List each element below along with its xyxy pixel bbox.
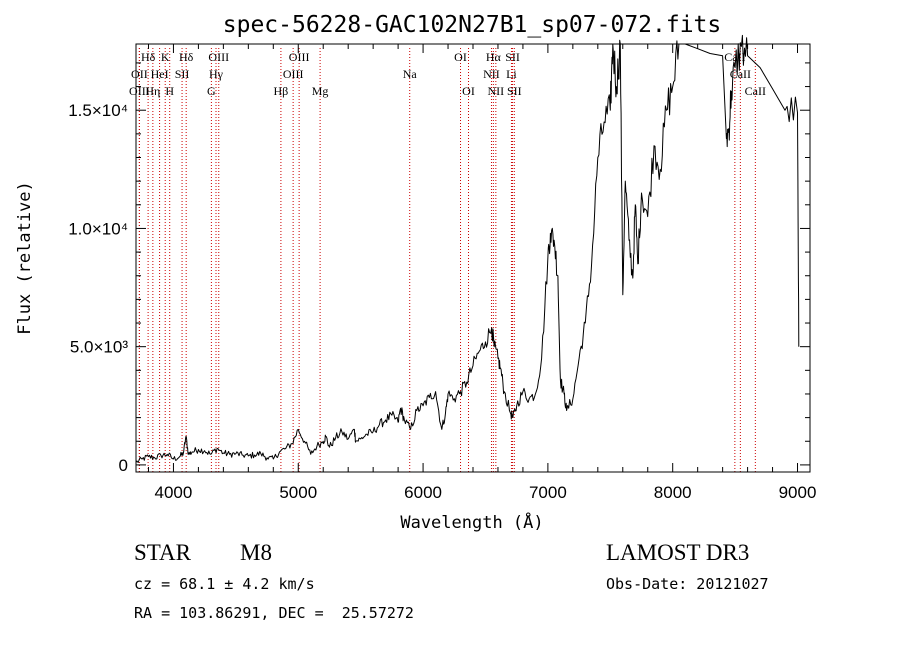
x-tick-label: 8000: [654, 483, 692, 502]
spectrum-series: [135, 34, 800, 463]
x-tick-label: 6000: [404, 483, 442, 502]
y-tick-label: 1.5×10⁴: [68, 101, 128, 120]
spectral-line-label: OIII: [283, 67, 304, 81]
spectral-line-label: OIII: [129, 84, 150, 98]
x-tick-label: 9000: [779, 483, 817, 502]
spectrum-line: [135, 34, 800, 463]
y-tick-label: 0: [119, 456, 128, 475]
x-tick-label: 4000: [155, 483, 193, 502]
x-axis-ticks: 4000 5000 6000 7000 8000 9000: [147, 44, 817, 502]
y-axis-label: Flux (relative): [15, 181, 35, 335]
spectral-line-label: G: [207, 84, 216, 98]
spectral-line-label: CaII: [724, 50, 745, 64]
spectral-line-label: Hα: [486, 50, 502, 64]
survey-name: LAMOST DR3: [606, 540, 750, 565]
spectral-line-label: NII: [488, 84, 505, 98]
spectral-line-label: H: [165, 84, 174, 98]
y-tick-label: 1.0×10⁴: [68, 219, 128, 238]
spectral-line-label: Hγ: [209, 67, 224, 81]
spectral-line-label: SII: [505, 50, 520, 64]
y-axis-ticks: 0 5.0×10³ 1.0×10⁴ 1.5×10⁴: [68, 62, 810, 475]
obs-date-readout: Obs-Date: 20121027: [606, 575, 769, 593]
spectral-line-label: OI: [462, 84, 475, 98]
spectral-line-label: OII: [131, 67, 148, 81]
spectral-line-label: Hβ: [274, 84, 289, 98]
spectral-line-label: Hδ: [179, 50, 194, 64]
spectral-line-label: Li: [506, 67, 517, 81]
x-axis-label: Wavelength (Å): [400, 511, 543, 533]
spectral-line-label: OI: [454, 50, 467, 64]
spectral-line-label: Na: [403, 67, 418, 81]
spectral-line-label: K: [161, 50, 170, 64]
spectral-line-label: SII: [507, 84, 522, 98]
spectral-line-label: SII: [175, 67, 190, 81]
spectral-line-label: HeI: [151, 67, 169, 81]
spectral-line-label: Mg: [312, 84, 329, 98]
object-subclass: M8: [240, 540, 272, 565]
spectral-line-label: CaII: [745, 84, 766, 98]
object-class: STAR: [134, 540, 191, 565]
y-tick-label: 5.0×10³: [70, 338, 128, 357]
plot-frame: [135, 43, 811, 473]
coordinates-readout: RA = 103.86291, DEC = 25.57272: [134, 604, 414, 622]
spectral-line-label: Hδ: [141, 50, 156, 64]
spectral-line-label: NII: [483, 67, 500, 81]
spectral-line-label: OIII: [289, 50, 310, 64]
x-tick-label: 7000: [529, 483, 567, 502]
redshift-readout: cz = 68.1 ± 4.2 km/s: [134, 575, 315, 593]
spectral-line-label: OIII: [208, 50, 229, 64]
spectral-line-markers: [138, 48, 756, 472]
x-tick-label: 5000: [279, 483, 317, 502]
spectral-line-label: CaII: [730, 67, 751, 81]
chart-title: spec-56228-GAC102N27B1_sp07-072.fits: [223, 12, 722, 38]
spectral-line-label: Hη: [145, 84, 160, 98]
